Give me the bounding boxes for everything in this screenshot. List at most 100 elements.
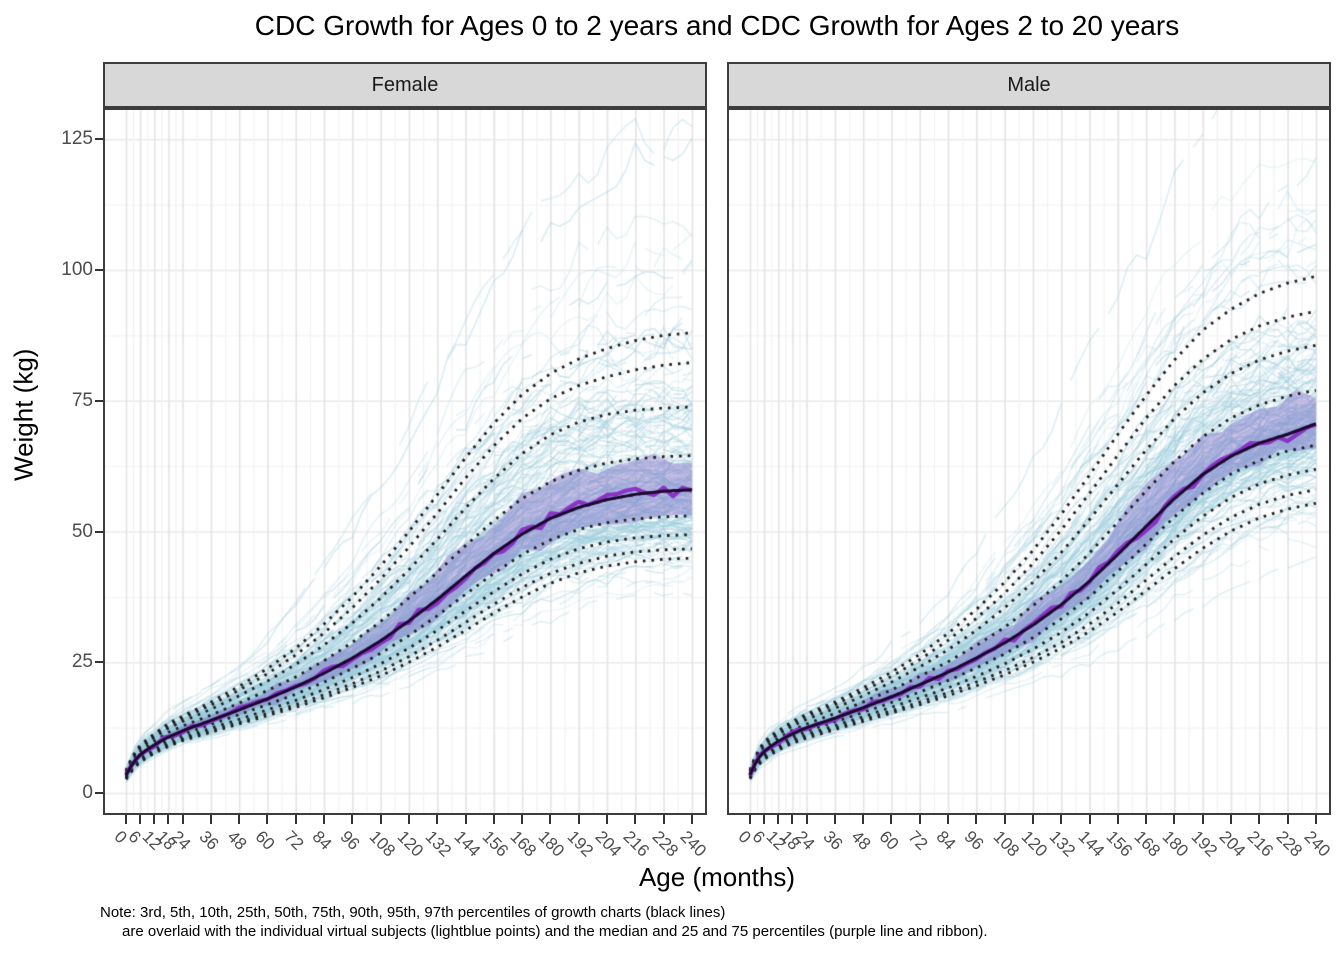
x-tick-label: 156 [478, 827, 512, 861]
x-tick-label: 36 [195, 827, 223, 854]
y-tick-label: 0 [82, 782, 93, 803]
x-tick-mark [266, 815, 269, 824]
x-tick-mark [209, 815, 212, 824]
x-tick-label: 180 [1159, 827, 1193, 861]
y-tick-mark [95, 399, 103, 402]
x-tick-mark [777, 815, 780, 824]
x-tick-mark [606, 815, 609, 824]
x-tick-mark [833, 815, 836, 824]
x-tick-label: 108 [989, 827, 1023, 861]
x-tick-label: 192 [563, 827, 597, 861]
x-tick-label: 144 [1074, 827, 1108, 861]
footnote-line-2: are overlaid with the individual virtual… [122, 923, 988, 940]
y-tick-label: 25 [71, 651, 93, 673]
x-tick-mark [1031, 815, 1034, 824]
x-tick-mark [351, 815, 354, 824]
x-tick-mark [749, 815, 751, 824]
x-tick-label: 168 [1130, 827, 1165, 861]
x-tick-label: 204 [591, 827, 626, 861]
x-tick-mark [521, 815, 524, 824]
x-tick-mark [1003, 815, 1006, 824]
x-tick-label: 228 [648, 827, 682, 861]
x-tick-mark [294, 815, 297, 824]
male-panel-canvas [729, 110, 1329, 813]
y-tick-mark [95, 138, 103, 141]
facet-strip-female: Female [103, 62, 707, 108]
y-tick-mark [95, 792, 103, 794]
y-tick-mark [95, 661, 103, 664]
x-tick-mark [436, 815, 439, 824]
x-tick-mark [690, 815, 693, 824]
x-tick-mark [1145, 815, 1148, 824]
x-tick-mark [238, 815, 241, 824]
y-axis-title: Weight (kg) [8, 348, 39, 481]
panel-male [727, 108, 1331, 815]
x-tick-label: 228 [1272, 827, 1306, 861]
facet-strip-male: Male [727, 62, 1331, 108]
x-tick-label: 48 [847, 827, 875, 854]
x-tick-mark [975, 815, 978, 824]
x-tick-label: 216 [1243, 827, 1278, 861]
x-tick-mark [181, 815, 184, 824]
x-tick-label: 72 [280, 827, 308, 854]
x-tick-label: 192 [1187, 827, 1221, 861]
x-tick-mark [139, 815, 142, 824]
x-tick-mark [379, 815, 382, 824]
x-axis-title: Age (months) [638, 862, 796, 892]
x-tick-mark [549, 815, 552, 824]
x-tick-mark [634, 815, 637, 824]
x-tick-label: 144 [450, 827, 484, 861]
x-tick-mark [167, 815, 170, 824]
x-tick-label: 60 [252, 827, 279, 854]
x-tick-mark [763, 815, 766, 824]
x-tick-label: 180 [535, 827, 569, 861]
x-tick-mark [791, 815, 794, 824]
y-tick-label: 75 [71, 389, 93, 411]
x-tick-mark [1060, 815, 1063, 824]
x-tick-mark [1286, 815, 1289, 824]
facet-strip-label-male: Male [1007, 73, 1051, 96]
x-tick-label: 132 [421, 827, 456, 861]
x-tick-mark [862, 815, 865, 824]
x-tick-mark [918, 815, 921, 824]
x-tick-mark [1314, 815, 1317, 824]
x-tick-mark [1201, 815, 1204, 824]
x-tick-mark [323, 815, 326, 824]
footnote-line-1: Note: 3rd, 5th, 10th, 25th, 50th, 75th, … [100, 904, 726, 921]
x-tick-label: 240 [676, 827, 710, 861]
x-tick-label: 96 [336, 827, 364, 854]
x-tick-mark [805, 815, 808, 824]
x-tick-label: 156 [1102, 827, 1136, 861]
facet-strip-label-female: Female [371, 73, 439, 96]
y-tick-label: 100 [61, 259, 93, 280]
chart-title: CDC Growth for Ages 0 to 2 years and CDC… [254, 10, 1180, 41]
x-tick-label: 216 [619, 827, 654, 861]
x-tick-label: 84 [932, 827, 960, 854]
x-tick-label: 36 [819, 827, 847, 854]
x-tick-label: 96 [960, 827, 988, 854]
x-tick-label: 204 [1215, 827, 1250, 861]
x-tick-label: 120 [1017, 827, 1052, 861]
x-tick-label: 60 [876, 827, 903, 854]
x-tick-mark [890, 815, 893, 824]
x-tick-mark [1088, 815, 1091, 824]
x-tick-label: 48 [223, 827, 251, 854]
footnote: Note: 3rd, 5th, 10th, 25th, 50th, 75th, … [100, 903, 988, 941]
female-panel-canvas [105, 110, 705, 813]
y-tick-mark [95, 269, 103, 271]
x-tick-mark [1230, 815, 1233, 824]
x-tick-mark [407, 815, 410, 824]
x-tick-mark [1258, 815, 1261, 824]
y-tick-label: 125 [61, 128, 93, 150]
x-tick-label: 132 [1045, 827, 1080, 861]
x-tick-label: 120 [393, 827, 428, 861]
x-tick-mark [1116, 815, 1119, 824]
x-tick-mark [153, 815, 156, 824]
panel-female [103, 108, 707, 815]
x-tick-label: 72 [904, 827, 932, 854]
x-tick-label: 240 [1300, 827, 1334, 861]
x-tick-mark [662, 815, 665, 824]
x-tick-mark [492, 815, 495, 824]
x-tick-mark [125, 815, 127, 824]
